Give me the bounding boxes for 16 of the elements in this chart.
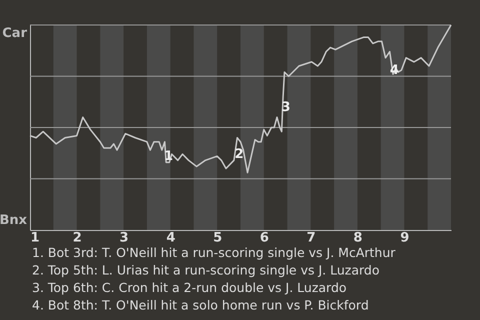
x-tick-label: 1: [30, 230, 40, 246]
x-tick-label: 8: [353, 230, 362, 246]
text: 3. Top 6th: C. Cron hit a 2-run double vs J. Luzardo: [32, 280, 347, 295]
text: 2. Top 5th: L. Urias hit a run-scoring single vs J. Luzardo: [32, 262, 380, 278]
x-tick-label: 3: [120, 230, 129, 246]
text: Bnx: [0, 213, 28, 228]
x-tick-label: 7: [306, 230, 316, 246]
x-tick-label: 2: [72, 230, 82, 246]
x-tick-label: 6: [260, 230, 269, 246]
x-tick-label: 9: [400, 230, 410, 246]
x-tick-label: 4: [166, 230, 176, 246]
text: Car: [2, 26, 28, 41]
annotation: 2: [234, 147, 244, 162]
text: 1. Bot 3rd: T. O'Neill hit a run-scoring single vs J. McArthur: [32, 245, 396, 260]
text: 4. Bot 8th: T. O'Neill hit a solo home run vs P. Bickford: [32, 298, 369, 312]
x-tick-label: 5: [213, 230, 222, 246]
